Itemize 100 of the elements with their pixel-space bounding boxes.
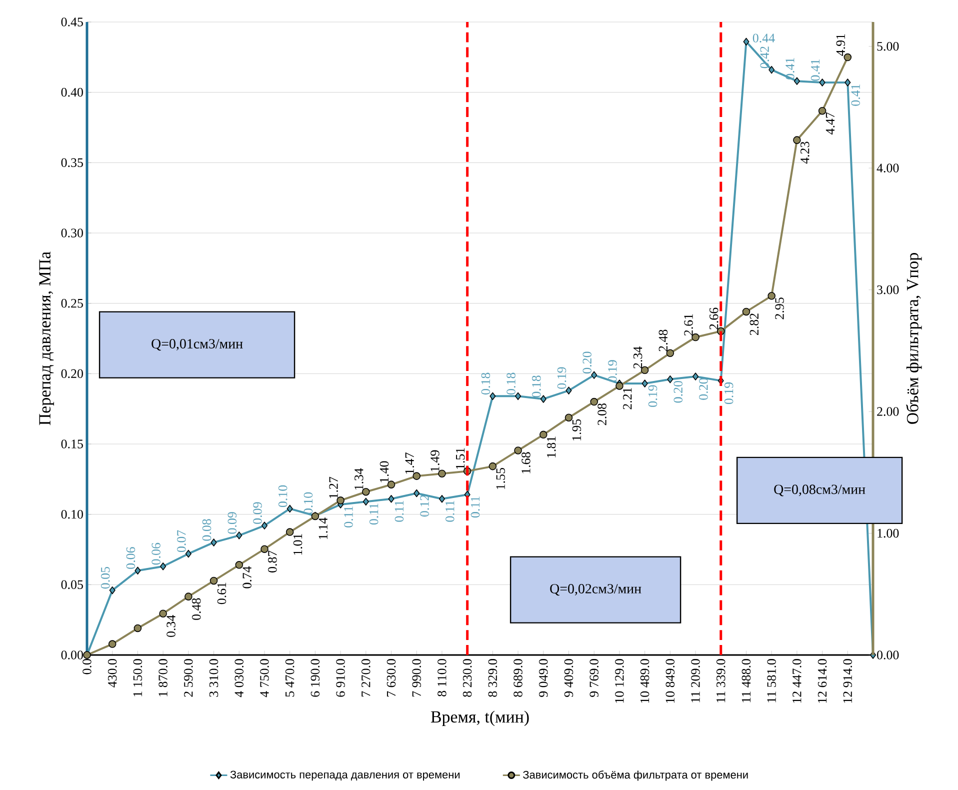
- data-label: 0.11: [394, 500, 404, 522]
- data-label: 0.42: [760, 46, 770, 68]
- y2-axis-title: Объём фильтрата, Vпор: [906, 253, 922, 424]
- x-tick-label: 9 769.0: [590, 659, 599, 697]
- data-label: 0.12: [420, 495, 429, 517]
- point: [438, 494, 445, 503]
- point: [108, 640, 116, 648]
- point: [184, 592, 192, 600]
- point: [236, 532, 242, 540]
- point: [185, 550, 192, 558]
- data-label: 0.61: [217, 582, 226, 604]
- point: [414, 489, 420, 498]
- x-tick-label: 11 581.0: [767, 659, 776, 702]
- point: [515, 392, 522, 400]
- data-label: 2.08: [598, 403, 606, 426]
- data-label: 0.09: [228, 512, 237, 534]
- point: [793, 136, 801, 144]
- data-label: 0.10: [304, 492, 313, 514]
- data-label: 2.61: [684, 314, 693, 336]
- x-tick-label: 8 110.0: [438, 659, 446, 696]
- data-label: 0.19: [648, 385, 658, 407]
- x-tick-label: 10 849.0: [666, 659, 675, 703]
- data-label: 2.66: [710, 308, 718, 330]
- point: [818, 106, 826, 115]
- data-label: 0.44: [752, 34, 775, 42]
- y2-tick-label: 2.00: [877, 407, 899, 416]
- x-tick-label: 9 049.0: [539, 659, 548, 697]
- data-label: 2.21: [623, 388, 632, 410]
- point: [362, 498, 369, 506]
- y-axis-title: Перепад давления, МПа: [39, 252, 54, 426]
- annotation: Q=0,02см3/мин: [550, 584, 642, 596]
- data-label: 0.11: [369, 504, 378, 525]
- x-tick-label: 8 230.0: [462, 659, 472, 697]
- data-label: 1.81: [546, 436, 556, 458]
- y-tick-label: 0.25: [61, 298, 83, 308]
- point: [488, 462, 497, 470]
- data-label: 0.18: [481, 372, 490, 394]
- data-label: 0.09: [253, 502, 262, 524]
- point: [591, 371, 598, 379]
- data-label: 0.06: [126, 547, 136, 569]
- y-tick-label: 0.05: [61, 580, 83, 590]
- data-label: 1.51: [456, 448, 465, 469]
- point: [667, 375, 674, 384]
- data-label: 4.91: [836, 34, 846, 56]
- data-label: 2.48: [658, 330, 668, 352]
- data-label: 4.23: [800, 142, 810, 164]
- point: [134, 624, 142, 632]
- data-label: 1.47: [405, 452, 414, 474]
- x-tick-label: 12 447.0: [792, 659, 802, 703]
- point: [286, 528, 294, 536]
- point: [590, 398, 598, 406]
- point: [159, 610, 167, 618]
- data-label: 0.06: [152, 542, 160, 565]
- data-label: 0.48: [192, 598, 201, 620]
- point: [514, 446, 522, 454]
- point: [134, 566, 141, 574]
- point: [540, 430, 548, 439]
- point: [564, 414, 573, 422]
- x-tick-label: 2 590.0: [184, 659, 193, 697]
- data-label: 0.05: [100, 566, 110, 589]
- point: [768, 292, 776, 300]
- data-label: 1.40: [380, 461, 389, 482]
- x-tick-label: 1 870.0: [158, 659, 168, 696]
- y-tick-label: 0.30: [61, 228, 83, 238]
- y-tick-label: 0.40: [61, 88, 83, 97]
- point: [794, 77, 800, 85]
- point: [666, 349, 674, 357]
- data-label: 0.41: [851, 84, 860, 106]
- point: [336, 496, 344, 504]
- point: [640, 366, 649, 374]
- x-tick-label: 6 190.0: [310, 659, 320, 697]
- data-label: 2.95: [775, 298, 784, 320]
- point: [261, 522, 268, 530]
- point: [438, 470, 446, 478]
- data-label: 1.27: [329, 476, 338, 498]
- data-label: 0.19: [608, 360, 617, 382]
- x-tick-label: 11 339.0: [716, 659, 726, 702]
- data-label: 1.34: [354, 468, 364, 490]
- x-tick-label: 7 630.0: [386, 659, 396, 697]
- x-tick-label: 5 470.0: [285, 659, 294, 697]
- data-label: 0.41: [810, 59, 820, 81]
- legend-label: Зависимость объёма фильтрата от времени: [523, 770, 748, 781]
- point: [844, 78, 851, 86]
- point: [743, 38, 750, 46]
- data-label: 0.19: [724, 382, 734, 404]
- data-label: 0.20: [582, 352, 592, 374]
- y2-tick-label: 4.00: [876, 164, 899, 172]
- point: [388, 494, 394, 503]
- x-tick-label: 10 129.0: [615, 659, 624, 703]
- data-label: 2.82: [750, 314, 759, 336]
- point: [235, 561, 244, 569]
- x-tick-label: 7 990.0: [412, 659, 422, 697]
- x-tick-label: 430.0: [108, 659, 117, 688]
- x-tick-label: 9 409.0: [564, 659, 574, 697]
- point: [616, 382, 624, 390]
- annotation: Q=0,08см3/мин: [774, 484, 866, 496]
- data-label: 1.14: [318, 518, 328, 539]
- data-label: 0.20: [674, 380, 683, 403]
- x-tick-label: 4 030.0: [234, 659, 244, 698]
- point: [540, 395, 546, 403]
